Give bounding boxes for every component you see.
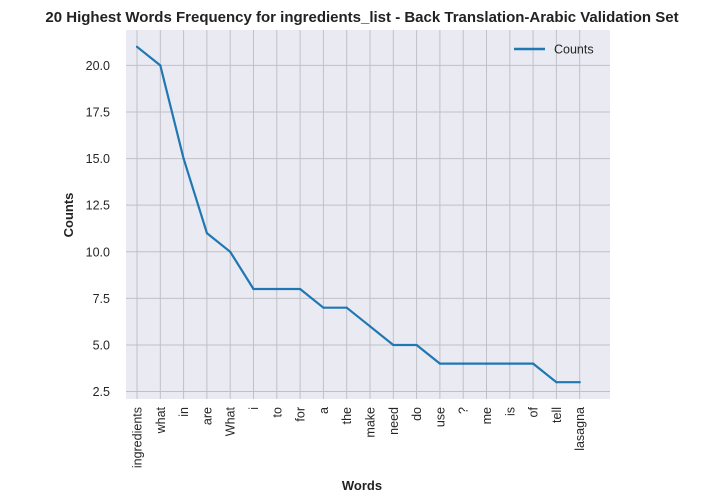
x-axis-ticks: ingredients what in are What i to for a the make ne… (131, 406, 588, 468)
x-tick-label: use (433, 407, 447, 427)
data-point (555, 381, 558, 384)
data-point (229, 250, 232, 253)
data-point (275, 287, 278, 291)
data-points (135, 45, 581, 384)
data-point (252, 287, 255, 291)
data-point (205, 232, 208, 235)
data-point (438, 362, 441, 365)
y-tick-label: 17.5 (86, 106, 110, 120)
legend-label-counts: Counts (554, 43, 594, 57)
data-point (322, 306, 325, 309)
x-tick-label: make (364, 407, 378, 438)
x-tick-label: are (200, 407, 214, 425)
x-tick-label: for (294, 407, 308, 422)
x-tick-label: to (270, 407, 284, 417)
data-point (345, 306, 348, 309)
x-tick-label: ? (457, 407, 471, 414)
x-tick-label: is (503, 407, 517, 416)
x-tick-label: what (154, 406, 168, 434)
legend: Counts (514, 43, 594, 57)
x-tick-label: in (177, 407, 191, 417)
y-tick-label: 2.5 (93, 385, 110, 399)
x-tick-label: do (410, 407, 424, 421)
y-tick-label: 10.0 (86, 245, 110, 259)
x-tick-label: a (317, 407, 331, 414)
y-tick-label: 7.5 (93, 292, 110, 306)
data-point (462, 362, 465, 365)
x-tick-label: need (387, 407, 401, 435)
plot-area (126, 30, 610, 399)
grid-lines (126, 30, 610, 399)
y-tick-label: 5.0 (93, 338, 110, 352)
data-point (578, 381, 581, 384)
y-tick-label: 15.0 (86, 152, 110, 166)
chart-title: 20 Highest Words Frequency for ingredien… (45, 9, 678, 26)
data-point (135, 45, 139, 48)
x-tick-label: i (247, 407, 261, 410)
data-point (485, 362, 488, 365)
y-tick-label: 12.5 (86, 199, 110, 213)
x-tick-label: ingredients (131, 407, 145, 468)
x-axis-title: Words (342, 478, 382, 493)
counts-series-line (136, 45, 580, 384)
data-point (392, 343, 395, 347)
x-tick-label: me (480, 407, 494, 424)
y-tick-label: 20.0 (86, 59, 110, 73)
data-point (532, 362, 535, 365)
y-axis-ticks: 2.5 5.0 7.5 10.0 12.5 15.0 17.5 20.0 (86, 59, 110, 399)
x-tick-label: tell (550, 407, 564, 423)
x-tick-label: What (224, 406, 238, 436)
y-axis-title: Counts (61, 193, 76, 238)
data-point (182, 157, 185, 160)
data-point (368, 325, 372, 328)
x-tick-label: lasagna (573, 407, 587, 451)
x-tick-label: of (527, 406, 541, 417)
data-point (508, 362, 511, 365)
x-tick-label: the (340, 407, 354, 424)
data-point (415, 343, 418, 347)
data-point (159, 64, 162, 67)
data-point (299, 287, 302, 291)
